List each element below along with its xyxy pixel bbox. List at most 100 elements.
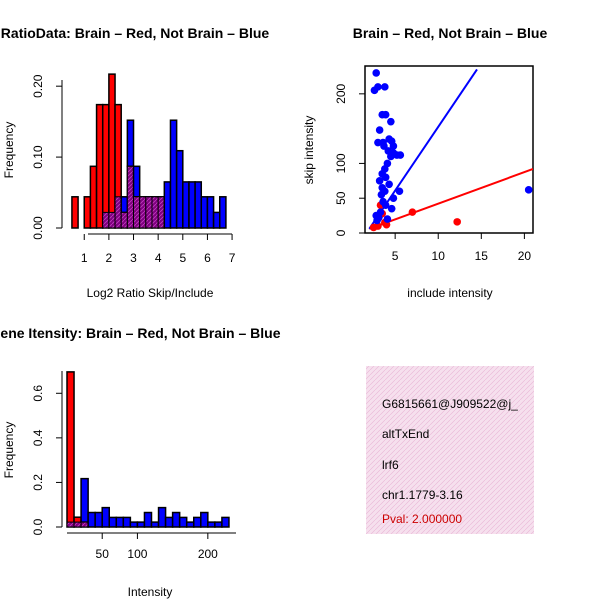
scatter-ytick-label: 0: [334, 229, 348, 236]
info-event-type: altTxEnd: [382, 427, 429, 441]
point-brain: [408, 208, 417, 216]
point-not-brain: [381, 110, 390, 119]
bar-not-brain: [80, 477, 89, 523]
intensity-ytick-label: 0.4: [31, 429, 45, 446]
point-not-brain: [389, 194, 398, 203]
scatter-y-label: skip intensity: [302, 116, 316, 185]
bar-not-brain: [219, 196, 227, 229]
bar-brain: [89, 165, 98, 229]
scatter-xtick-label: 10: [432, 249, 446, 263]
bar-brain: [71, 196, 79, 229]
bar-not-brain: [101, 506, 111, 528]
scatter-ytick-label: 50: [334, 191, 348, 205]
scatter-y-ticks: 0 50 100 200: [334, 84, 365, 236]
point-not-brain: [524, 186, 533, 194]
bar-not-brain: [178, 516, 188, 528]
bar-brain: [108, 73, 116, 229]
ratio-histogram: RatioData: Brain – Red, Not Brain – Blue…: [1, 25, 270, 300]
info-gene-id: G6815661@J909522@j_: [382, 397, 518, 411]
ratio-xtick-label: 2: [106, 251, 113, 265]
bar-not-brain: [188, 181, 196, 229]
ratio-bars: [71, 73, 227, 229]
ratio-y-ticks: 0.00 0.10 0.20: [31, 74, 62, 240]
point-not-brain: [387, 117, 395, 126]
point-not-brain: [375, 126, 384, 134]
intensity-histogram: Gene Itensity: Brain – Red, Not Brain – …: [0, 325, 281, 599]
point-not-brain: [372, 69, 381, 77]
point-not-brain: [381, 83, 389, 91]
point-brain: [374, 222, 382, 230]
intensity-y-label: Frequency: [2, 422, 16, 479]
scatter-marks: [368, 68, 533, 232]
intensity-bars: [66, 371, 230, 528]
scatter-xtick-label: 20: [518, 249, 532, 263]
bar-overlap: [80, 521, 89, 528]
point-not-brain: [373, 216, 381, 225]
intensity-scatter: Brain – Red, Not Brain – Blue 5 10 15 20…: [302, 25, 547, 300]
scatter-x-label: include intensity: [407, 286, 492, 300]
info-location: chr1.1779-3.16: [382, 488, 463, 502]
bar-not-brain: [194, 181, 203, 229]
bar-not-brain: [193, 516, 202, 528]
bar-not-brain: [132, 165, 141, 198]
bar-overlap: [73, 521, 82, 528]
bar-not-brain: [185, 521, 195, 528]
intensity-xtick-label: 100: [127, 547, 147, 561]
bar-overlap: [133, 196, 141, 229]
point-not-brain: [395, 187, 404, 196]
scatter-x-ticks: 5 10 15 20: [392, 233, 532, 263]
point-not-brain: [381, 173, 390, 182]
bar-not-brain: [122, 516, 132, 528]
intensity-xtick-label: 200: [198, 547, 218, 561]
bar-not-brain: [175, 149, 184, 229]
bar-not-brain: [150, 521, 160, 528]
bar-not-brain: [206, 196, 215, 229]
bar-not-brain: [207, 521, 216, 528]
bar-overlap: [120, 211, 128, 229]
intensity-xtick-label: 50: [96, 547, 110, 561]
bar-not-brain: [169, 119, 178, 229]
bar-not-brain: [163, 181, 172, 229]
ratio-xtick-label: 3: [130, 251, 137, 265]
scatter-ytick-label: 100: [334, 153, 348, 173]
bar-not-brain: [214, 521, 223, 528]
bar-overlap: [114, 196, 122, 229]
bar-not-brain: [126, 119, 135, 168]
ratio-y-label: Frequency: [2, 122, 16, 179]
bar-not-brain: [221, 516, 230, 528]
bar-not-brain: [87, 511, 96, 528]
ratio-ytick-label: 0.10: [31, 145, 45, 169]
intensity-ytick-label: 0.0: [31, 518, 45, 535]
point-not-brain: [387, 204, 396, 213]
bar-not-brain: [212, 211, 221, 229]
bar-brain: [66, 371, 75, 528]
bar-brain: [95, 103, 104, 229]
fit-line-brain: [368, 168, 533, 230]
bar-overlap: [126, 165, 135, 229]
bar-overlap: [66, 521, 75, 528]
point-brain: [453, 218, 461, 226]
point-not-brain: [374, 83, 382, 91]
point-not-brain: [387, 152, 395, 161]
bar-not-brain: [200, 196, 209, 229]
bar-not-brain: [115, 516, 125, 528]
ratio-xtick-label: 6: [204, 251, 211, 265]
point-not-brain: [389, 142, 398, 150]
bar-brain: [83, 196, 92, 229]
bar-overlap: [157, 196, 165, 229]
ratio-x-label: Log2 Ratio Skip/Include: [87, 286, 214, 300]
bar-brain: [101, 103, 110, 229]
scatter-title: Brain – Red, Not Brain – Blue: [353, 25, 548, 41]
ratio-x-ticks: 1 2 3 4 5 6 7: [81, 234, 236, 265]
ratio-ytick-label: 0.00: [31, 216, 45, 240]
point-not-brain: [377, 190, 386, 199]
scatter-ytick-label: 200: [334, 84, 348, 104]
ratio-xtick-label: 5: [179, 251, 186, 265]
point-not-brain: [375, 177, 384, 185]
info-pval: Pval: 2.000000: [382, 512, 462, 526]
intensity-ytick-label: 0.2: [31, 474, 45, 491]
point-not-brain: [385, 180, 393, 189]
bar-overlap: [139, 196, 147, 229]
info-panel-background: [366, 366, 534, 534]
